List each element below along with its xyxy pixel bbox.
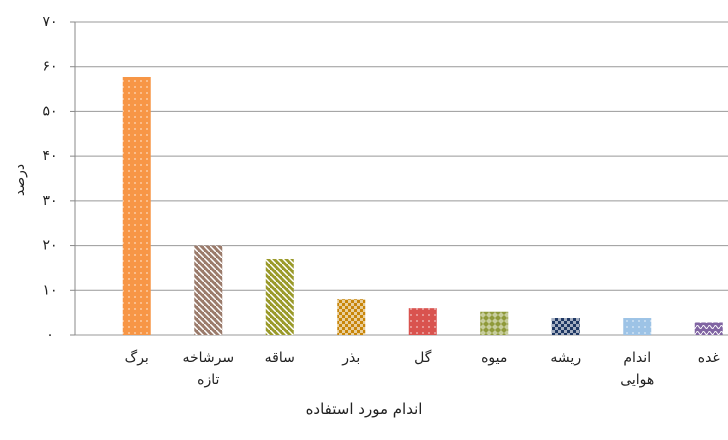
bar: [337, 299, 366, 335]
bar: [480, 311, 509, 335]
y-tick-label: ۶۰: [42, 59, 57, 75]
bar: [551, 318, 580, 335]
x-tick-label: میوه: [481, 350, 508, 366]
bar: [122, 76, 151, 336]
bar: [623, 318, 652, 335]
y-tick-label: ۵۰: [42, 103, 57, 119]
bar: [194, 245, 223, 335]
x-tick-label: ریشه: [550, 350, 582, 366]
x-tick-label: ساقه: [264, 350, 295, 366]
x-tick-label: سرشاخه تازه: [182, 350, 235, 388]
y-tick-label: ۲۰: [42, 238, 57, 254]
x-tick-label: گل: [414, 350, 432, 366]
x-tick-label: برگ: [124, 350, 149, 366]
x-tick-label: غده: [697, 350, 720, 366]
bar: [408, 308, 437, 335]
bar: [265, 258, 294, 335]
x-tick-label: اندام هوایی: [620, 350, 655, 388]
y-tick-label: ۷۰: [42, 14, 57, 30]
y-tick-label: ۳۰: [42, 193, 57, 209]
bar: [694, 322, 723, 335]
x-tick-label: بذر: [342, 350, 361, 366]
y-tick-label: ۰: [46, 327, 54, 343]
x-axis-title: اندام مورد استفاده: [305, 400, 423, 418]
y-axis-title: درصد: [12, 164, 28, 196]
y-tick-label: ۱۰: [42, 282, 57, 298]
y-tick-label: ۴۰: [42, 148, 57, 164]
